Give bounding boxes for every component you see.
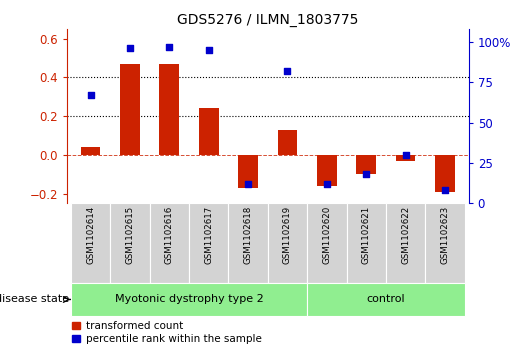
Text: GSM1102618: GSM1102618 bbox=[244, 206, 253, 264]
Bar bbox=[268, 203, 307, 283]
Point bbox=[283, 68, 291, 74]
Point bbox=[165, 44, 174, 50]
Bar bbox=[386, 203, 425, 283]
Point bbox=[362, 171, 370, 177]
Bar bbox=[71, 283, 307, 316]
Point bbox=[204, 47, 213, 53]
Point bbox=[441, 187, 449, 193]
Bar bbox=[229, 203, 268, 283]
Bar bbox=[356, 155, 376, 174]
Bar bbox=[199, 109, 218, 155]
Text: GSM1102616: GSM1102616 bbox=[165, 206, 174, 264]
Bar bbox=[120, 64, 140, 155]
Bar bbox=[425, 203, 465, 283]
Text: disease state: disease state bbox=[0, 294, 69, 305]
Text: GSM1102621: GSM1102621 bbox=[362, 206, 371, 264]
Bar bbox=[81, 147, 100, 155]
Bar bbox=[307, 203, 347, 283]
Text: GSM1102615: GSM1102615 bbox=[126, 206, 134, 264]
Text: GSM1102619: GSM1102619 bbox=[283, 206, 292, 264]
Text: Myotonic dystrophy type 2: Myotonic dystrophy type 2 bbox=[115, 294, 263, 305]
Bar bbox=[71, 203, 110, 283]
Legend: transformed count, percentile rank within the sample: transformed count, percentile rank withi… bbox=[72, 321, 262, 344]
Text: GSM1102623: GSM1102623 bbox=[440, 206, 450, 264]
Text: GSM1102614: GSM1102614 bbox=[86, 206, 95, 264]
Text: GSM1102622: GSM1102622 bbox=[401, 206, 410, 264]
Title: GDS5276 / ILMN_1803775: GDS5276 / ILMN_1803775 bbox=[177, 13, 358, 26]
Bar bbox=[307, 283, 465, 316]
Point bbox=[323, 181, 331, 187]
Bar bbox=[189, 203, 229, 283]
Bar bbox=[347, 203, 386, 283]
Bar bbox=[317, 155, 337, 186]
Text: GSM1102620: GSM1102620 bbox=[322, 206, 331, 264]
Bar bbox=[150, 203, 189, 283]
Point bbox=[244, 181, 252, 187]
Bar bbox=[278, 130, 297, 155]
Point bbox=[87, 92, 95, 98]
Bar bbox=[435, 155, 455, 192]
Bar bbox=[396, 155, 416, 161]
Text: control: control bbox=[367, 294, 405, 305]
Bar bbox=[110, 203, 150, 283]
Text: GSM1102617: GSM1102617 bbox=[204, 206, 213, 264]
Point bbox=[402, 152, 410, 158]
Point bbox=[126, 45, 134, 51]
Bar bbox=[160, 64, 179, 155]
Bar bbox=[238, 155, 258, 188]
